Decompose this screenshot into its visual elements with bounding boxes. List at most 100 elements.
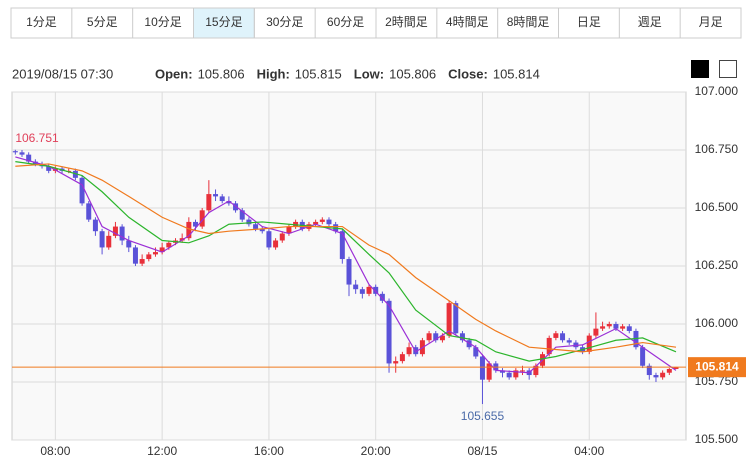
candle-body [226, 201, 232, 204]
grid: 105.500 105.750 106.000 106.250 106.500 106.7… [12, 84, 738, 458]
ohlc-value: 105.806 [198, 66, 245, 81]
datetime: 2019/08/15 07:30 [12, 66, 113, 81]
candle-body [159, 247, 165, 253]
candle-body [600, 326, 606, 329]
candle-body [373, 286, 379, 294]
tab[interactable]: 60分足 [327, 15, 364, 29]
x-tick-label: 04:00 [574, 444, 604, 458]
candle-body [26, 154, 32, 162]
candle-body [99, 231, 105, 248]
light-theme-button[interactable] [719, 60, 737, 78]
candle-body [453, 303, 459, 334]
tab[interactable]: 5分足 [87, 15, 118, 29]
y-tick-label: 105.500 [695, 432, 739, 446]
candle-body [646, 365, 652, 376]
ohlc-header: Open: 105.806 High: 105.815 Low: 105.806 Close… [155, 66, 540, 81]
candle-body [553, 333, 559, 338]
candle-body [666, 369, 672, 373]
tab[interactable]: 2時間足 [385, 15, 428, 29]
candle-body [366, 286, 372, 294]
x-tick-label: 08/15 [467, 444, 497, 458]
candle-body [253, 224, 259, 229]
candle-body [473, 347, 479, 357]
y-tick-label: 105.750 [695, 374, 739, 388]
candle-body [246, 219, 252, 225]
candle-body [46, 166, 52, 171]
candle-body [346, 259, 352, 285]
y-tick-label: 107.000 [695, 84, 739, 98]
ohlc-label: Close: [448, 66, 488, 81]
price-label: 105.814 [695, 359, 739, 373]
candle-body [266, 231, 272, 248]
candle-body [259, 228, 265, 232]
candle-body [79, 177, 85, 204]
candle-body [520, 370, 526, 372]
candle-body [206, 194, 212, 211]
tabs: 1分足 5分足 10分足 15分足 30分足 60分足 2時間足 4時間足 8時間足 日足 週足 月足 [26, 7, 723, 39]
x-tick-label: 20:00 [361, 444, 391, 458]
candle-body [186, 221, 192, 239]
tab[interactable]: 週足 [638, 15, 662, 29]
candle-body [426, 333, 432, 341]
ohlc-label: Open: [155, 66, 193, 81]
candle-body [273, 240, 279, 248]
candle-body [219, 196, 225, 202]
candle-body [586, 335, 592, 352]
candle-body [326, 219, 332, 225]
candle-body [446, 303, 452, 336]
candle-body [119, 226, 125, 241]
candle-body [353, 284, 359, 290]
tab[interactable]: 1分足 [26, 15, 57, 29]
candle-body [566, 340, 572, 343]
candle-body [86, 203, 92, 220]
candle-body [139, 259, 145, 264]
low-annotation: 105.655 [461, 409, 505, 423]
candle-body [199, 210, 205, 227]
y-tick-label: 106.250 [695, 258, 739, 272]
moving-average-line [15, 163, 677, 353]
tab[interactable]: 10分足 [144, 15, 181, 29]
candle-body [72, 170, 78, 178]
ohlc-value: 105.815 [295, 66, 342, 81]
candle-body [506, 372, 512, 378]
candle-body [393, 361, 399, 364]
candle-body [640, 347, 646, 366]
candle-body [92, 219, 98, 232]
x-tick-label: 08:00 [40, 444, 70, 458]
candle-body [653, 375, 659, 378]
candle-body [126, 240, 132, 248]
candle-body [499, 370, 505, 373]
candle-body [213, 194, 219, 197]
tab[interactable]: 30分足 [266, 15, 303, 29]
moving-average-line [15, 161, 677, 362]
candle-body [286, 226, 292, 234]
candle-body [406, 347, 412, 355]
tab[interactable]: 月足 [699, 15, 723, 29]
ohlc-label: High: [257, 66, 290, 81]
tab[interactable]: 15分足 [205, 15, 242, 29]
candle-body [546, 337, 552, 355]
candle-body [339, 231, 345, 260]
ohlc-value: 105.806 [389, 66, 436, 81]
candle-body [319, 219, 325, 222]
tab[interactable]: 4時間足 [446, 15, 489, 29]
ohlc-label: Low: [354, 66, 384, 81]
plot: 106.751 105.655 105.814 [12, 131, 746, 423]
candle-body [399, 354, 405, 362]
tab[interactable]: 日足 [577, 15, 601, 29]
moving-average-line [15, 156, 677, 374]
x-tick-label: 16:00 [254, 444, 284, 458]
candle-body [193, 221, 199, 227]
candle-body [620, 326, 626, 329]
candle-body [146, 254, 152, 260]
dark-theme-button[interactable] [691, 60, 709, 78]
candle-body [12, 151, 18, 153]
active-tab-bg [193, 7, 255, 39]
candle-body [379, 293, 385, 301]
candle-body [313, 221, 319, 225]
tab[interactable]: 8時間足 [507, 15, 550, 29]
candle-body [613, 324, 619, 329]
candle-body [433, 333, 439, 341]
candle-body [593, 328, 599, 336]
